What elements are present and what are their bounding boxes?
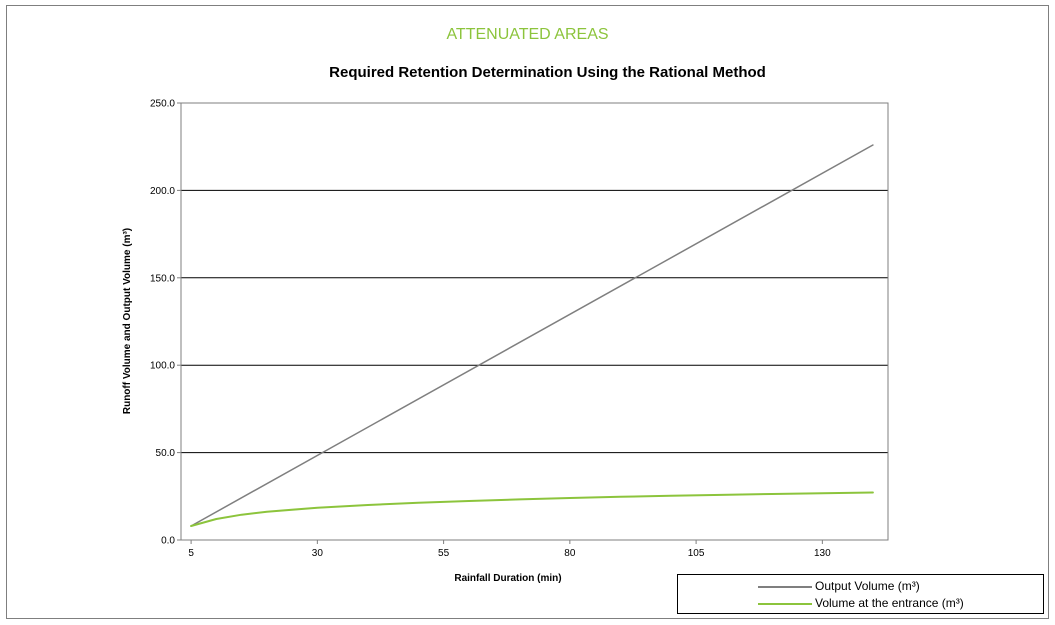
series-line-output-volume xyxy=(190,144,874,527)
x-tick-label: 30 xyxy=(312,548,324,559)
legend-label-output-volume: Output Volume (m³) xyxy=(815,579,920,593)
legend-item-volume-entrance: Volume at the entrance (m³) xyxy=(678,595,1043,611)
y-tick-label: 150.0 xyxy=(150,273,175,284)
legend: Output Volume (m³) Volume at the entranc… xyxy=(677,574,1044,614)
y-axis-label: Runoff Volume and Output Volume (m³) xyxy=(122,228,133,414)
y-tick-label: 250.0 xyxy=(150,99,175,110)
y-tick-label: 50.0 xyxy=(156,448,176,459)
x-tick-label: 105 xyxy=(688,548,705,559)
y-tick-label: 200.0 xyxy=(150,186,175,197)
legend-swatch-volume-entrance xyxy=(758,603,812,605)
x-tick-label: 130 xyxy=(814,548,831,559)
x-tick-label: 80 xyxy=(564,548,576,559)
plot-area xyxy=(180,102,889,541)
legend-item-output-volume: Output Volume (m³) xyxy=(678,578,1043,594)
axes: 0.0 50.0 100.0 150.0 200.0 250.0 5 30 55 80 105 130 xyxy=(150,99,831,560)
x-tick-label: 5 xyxy=(188,548,194,559)
chart-title: Required Retention Determination Using t… xyxy=(329,64,766,81)
x-tick-label: 55 xyxy=(438,548,450,559)
chart-supertitle: ATTENUATED AREAS xyxy=(446,26,609,43)
series-group xyxy=(190,144,874,527)
x-axis-label: Rainfall Duration (min) xyxy=(454,573,561,584)
series-line-volume-entrance xyxy=(190,491,874,527)
gridlines xyxy=(181,189,888,454)
y-tick-label: 0.0 xyxy=(161,536,175,547)
chart-frame xyxy=(6,5,1049,619)
y-tick-label: 100.0 xyxy=(150,361,175,372)
legend-label-volume-entrance: Volume at the entrance (m³) xyxy=(815,596,964,610)
legend-swatch-output-volume xyxy=(758,586,812,588)
